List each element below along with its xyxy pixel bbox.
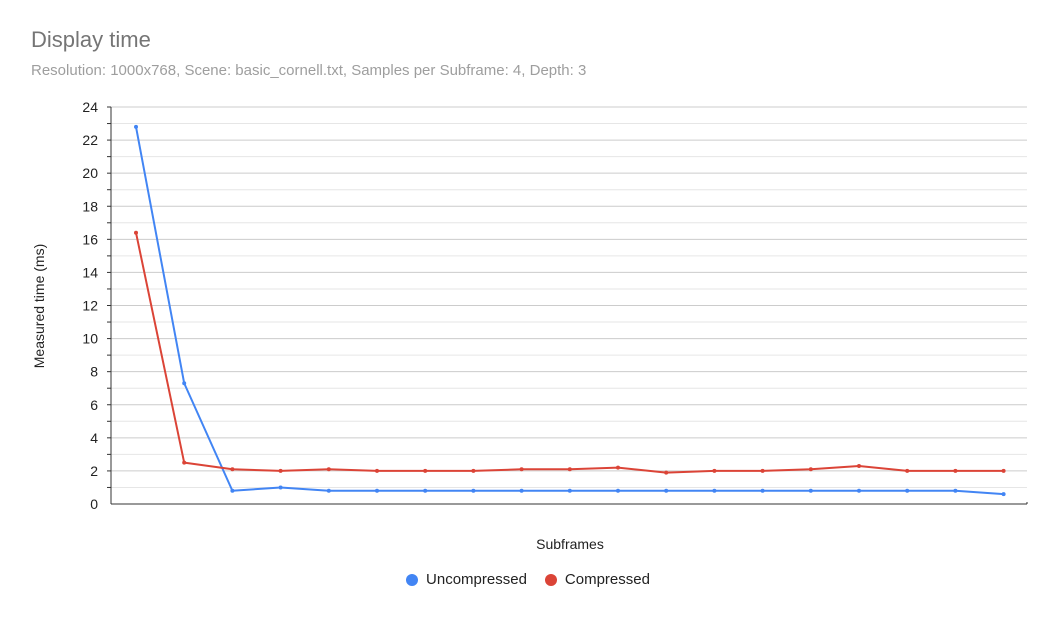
data-point-uncompressed[interactable]: [857, 488, 861, 493]
data-point-compressed[interactable]: [712, 468, 717, 473]
legend-label: Compressed: [564, 571, 650, 588]
data-point-compressed[interactable]: [760, 468, 765, 473]
data-point-uncompressed[interactable]: [278, 485, 283, 490]
data-point-compressed[interactable]: [808, 467, 813, 472]
y-tick-label: 8: [90, 364, 98, 380]
y-tick-label: 16: [82, 231, 98, 247]
data-point-compressed[interactable]: [953, 468, 958, 473]
y-tick-label: 12: [82, 298, 98, 314]
y-tick-label: 10: [82, 331, 98, 347]
data-point-uncompressed[interactable]: [1001, 492, 1006, 497]
data-point-uncompressed[interactable]: [423, 488, 428, 493]
y-tick-label: 22: [82, 132, 98, 148]
data-point-uncompressed[interactable]: [616, 488, 620, 493]
series-line-uncompressed: [135, 126, 1004, 496]
axes: [110, 107, 1028, 505]
legend-marker: [544, 573, 557, 586]
data-point-compressed[interactable]: [182, 460, 187, 465]
data-point-compressed[interactable]: [375, 468, 379, 473]
data-point-compressed[interactable]: [1001, 468, 1006, 473]
y-tick-label: 2: [90, 463, 98, 479]
legend-item-uncompressed[interactable]: Uncompressed: [406, 571, 527, 588]
series: [134, 124, 1006, 497]
data-point-compressed[interactable]: [567, 467, 572, 472]
y-axis-title: Measured time (ms): [31, 244, 47, 368]
data-point-uncompressed[interactable]: [519, 488, 524, 493]
y-tick-label: 0: [90, 496, 98, 512]
y-tick-label: 20: [82, 165, 98, 181]
data-point-uncompressed[interactable]: [567, 488, 572, 493]
y-tick-label: 24: [82, 99, 98, 115]
data-point-uncompressed[interactable]: [230, 488, 235, 493]
chart-title: Display time: [31, 27, 151, 52]
data-point-uncompressed[interactable]: [471, 488, 476, 493]
data-point-compressed[interactable]: [423, 468, 428, 473]
gridlines: [107, 106, 1027, 488]
legend-item-compressed[interactable]: Compressed: [544, 571, 650, 588]
data-point-compressed[interactable]: [857, 463, 861, 468]
x-axis-title: Subframes: [536, 536, 604, 552]
y-tick-label: 18: [82, 198, 98, 214]
data-point-compressed[interactable]: [278, 468, 283, 473]
data-point-compressed[interactable]: [616, 465, 620, 470]
chart-subtitle: Resolution: 1000x768, Scene: basic_corne…: [31, 62, 587, 79]
legend: Uncompressed Compressed: [0, 571, 1056, 588]
data-point-compressed[interactable]: [519, 467, 524, 472]
data-point-compressed[interactable]: [664, 470, 669, 475]
series-line-compressed: [135, 232, 1004, 474]
data-point-compressed[interactable]: [134, 230, 138, 235]
data-point-uncompressed[interactable]: [953, 488, 958, 493]
data-point-compressed[interactable]: [230, 467, 235, 472]
data-point-uncompressed[interactable]: [905, 488, 910, 493]
data-point-compressed[interactable]: [326, 467, 331, 472]
data-point-uncompressed[interactable]: [808, 488, 813, 493]
data-point-uncompressed[interactable]: [760, 488, 765, 493]
data-point-uncompressed[interactable]: [375, 488, 379, 493]
data-point-uncompressed[interactable]: [326, 488, 331, 493]
y-tick-label: 6: [90, 397, 98, 413]
data-point-compressed[interactable]: [905, 468, 910, 473]
data-point-uncompressed[interactable]: [134, 124, 138, 129]
legend-marker: [406, 573, 419, 586]
data-point-uncompressed[interactable]: [182, 381, 187, 386]
data-point-uncompressed[interactable]: [712, 488, 717, 493]
data-point-compressed[interactable]: [471, 468, 476, 473]
legend-label: Uncompressed: [426, 571, 527, 588]
data-point-uncompressed[interactable]: [664, 488, 669, 493]
y-tick-label: 14: [82, 264, 98, 280]
y-tick-label: 4: [90, 430, 98, 446]
